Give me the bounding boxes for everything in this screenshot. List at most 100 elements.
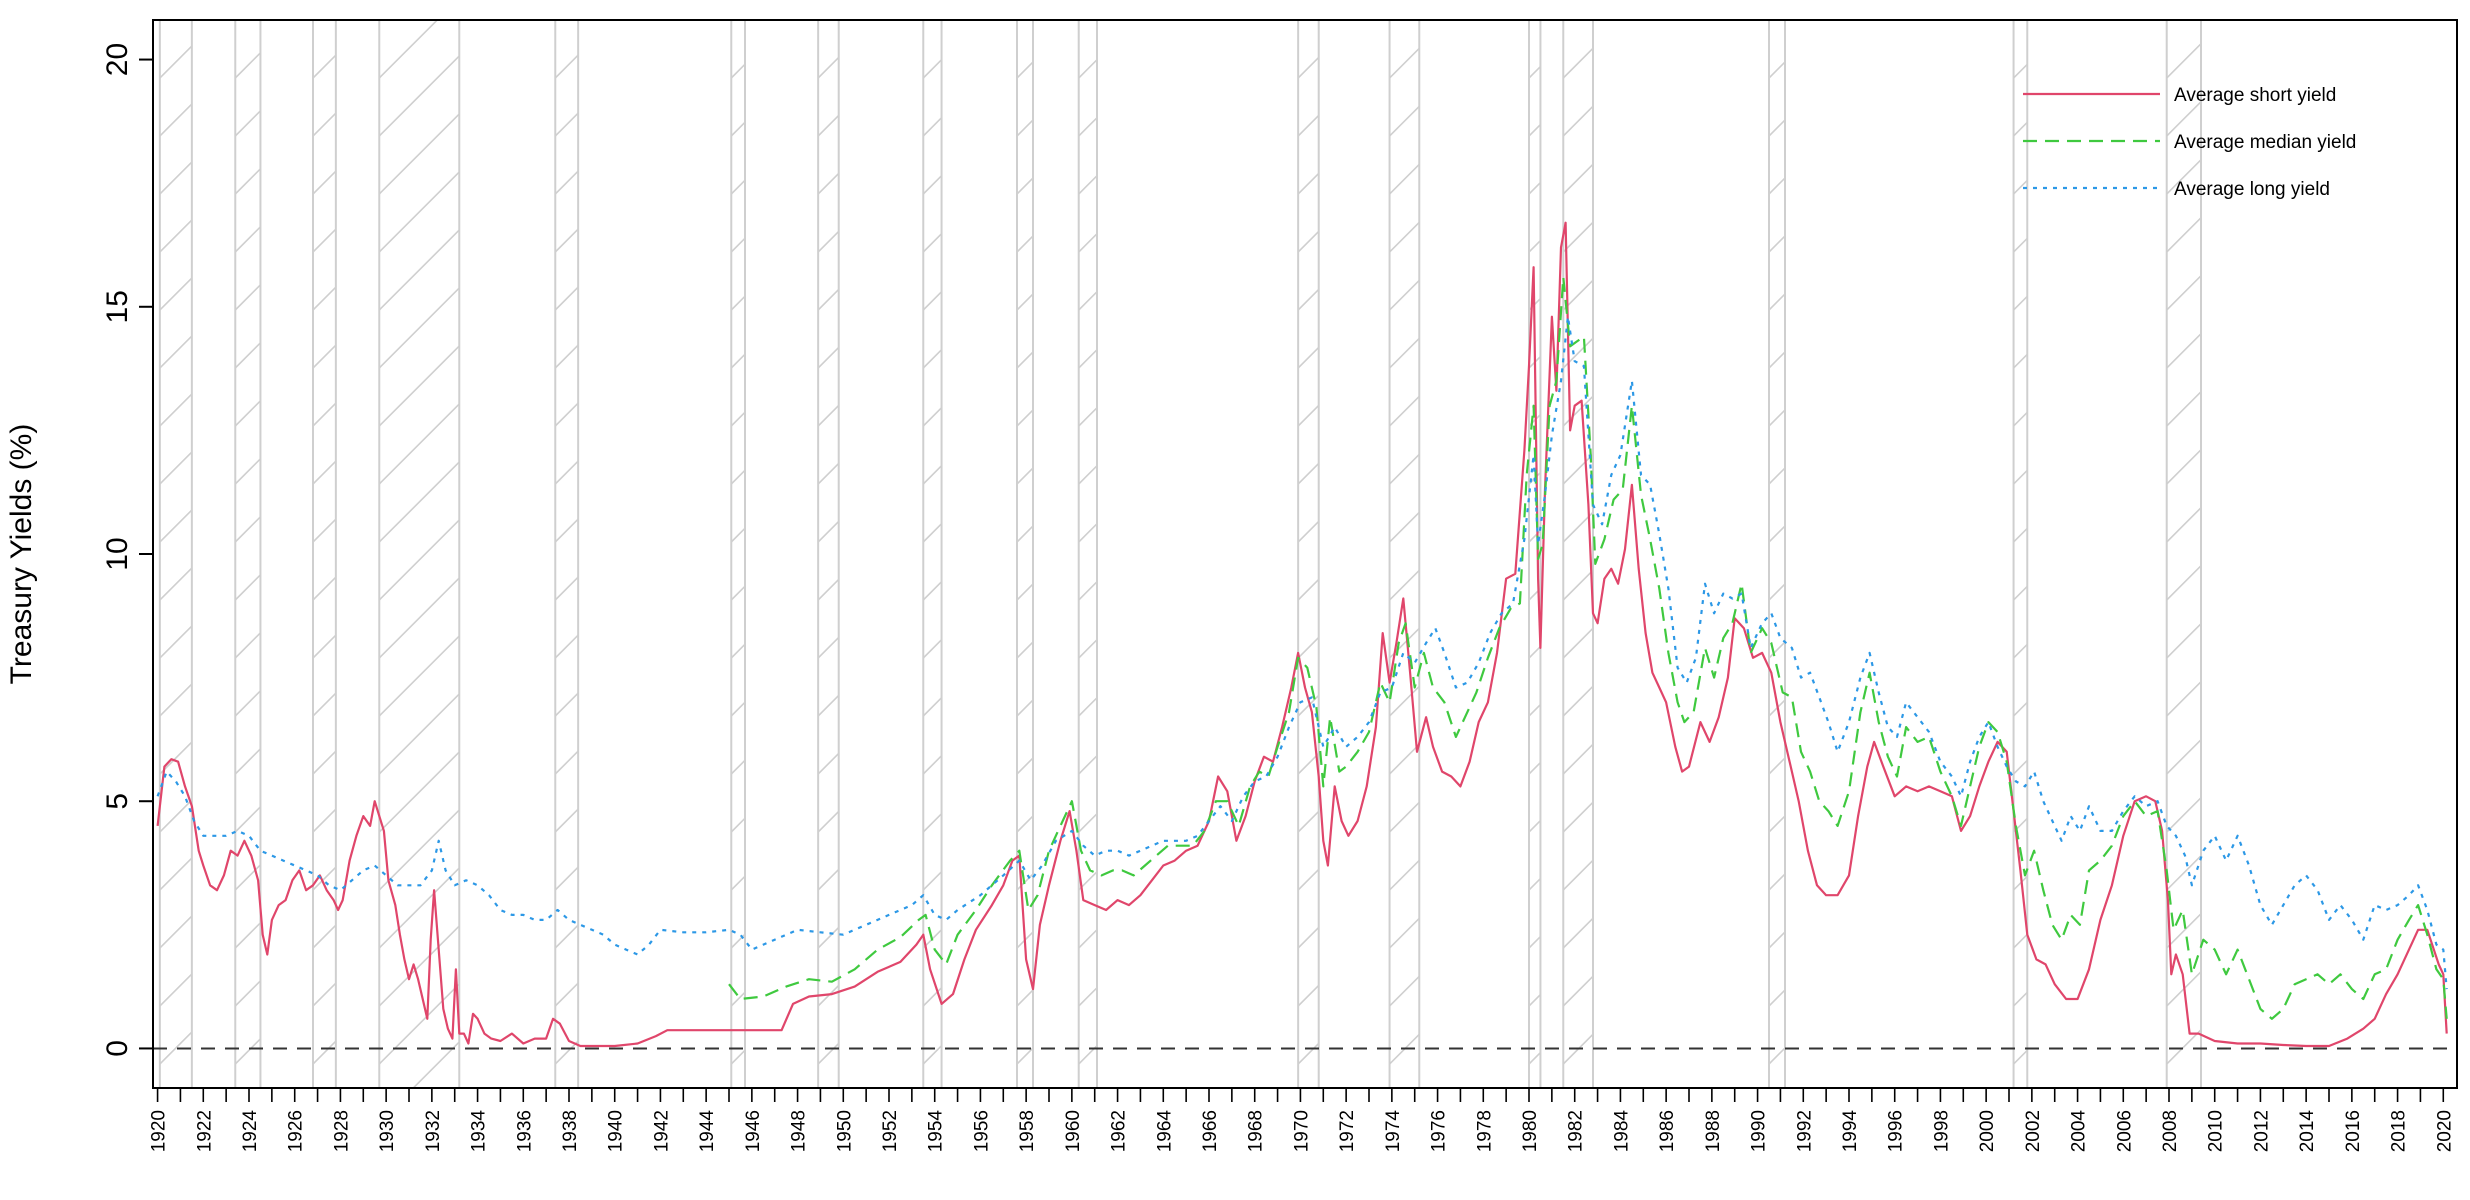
hatch-line <box>1563 569 1594 601</box>
hatch-line <box>923 722 1323 1122</box>
hatch-line <box>1389 221 1420 253</box>
hatch-line <box>1298 926 1319 949</box>
hatch-line <box>731 817 745 833</box>
hatch-line <box>731 295 745 311</box>
hatch-line <box>159 392 192 427</box>
hatch-line <box>159 740 192 775</box>
hatch-line <box>555 692 579 717</box>
hatch-line <box>1563 279 1594 311</box>
hatch-line <box>1563 20 1565 21</box>
hatch-line <box>1769 466 1785 485</box>
hatch-line <box>1563 163 1594 195</box>
hatch-line <box>555 20 557 21</box>
x-tick-label: 2018 <box>2389 1110 2410 1152</box>
hatch-line <box>313 460 336 485</box>
recession-hatch <box>1017 20 1033 1065</box>
hatch-line <box>2166 796 2202 833</box>
hatch-line <box>1563 337 1594 369</box>
hatch-line <box>1017 930 1033 949</box>
hatch-line <box>923 638 942 659</box>
x-tick-label: 1932 <box>423 1110 444 1152</box>
hatch-line <box>1563 1033 1594 1065</box>
hatch-line <box>159 508 192 543</box>
legend-label-short: Average short yield <box>2174 85 2336 106</box>
recession-band-9 <box>1016 20 1034 1088</box>
hatch-line <box>555 866 579 891</box>
hatch-line <box>1563 395 1594 427</box>
hatch-line <box>1769 756 1785 775</box>
hatch-line <box>2166 564 2202 601</box>
x-tick-label: 1992 <box>1794 1110 1815 1152</box>
x-tick-label: 1978 <box>1474 1110 1495 1152</box>
hatch-line <box>1769 60 1785 79</box>
hatch-line <box>313 692 336 717</box>
hatch-line <box>1563 743 1594 775</box>
x-tick-label: 1998 <box>1931 1110 1952 1152</box>
hatch-line <box>235 805 261 833</box>
x-tick-label: 1942 <box>651 1110 672 1152</box>
hatch-line <box>2013 1049 2028 1065</box>
y-axis: 0 5 10 15 20 <box>101 43 153 1057</box>
hatch-line <box>160 722 560 1122</box>
hatch-line <box>731 527 745 543</box>
x-tick-label: 2008 <box>2160 1110 2181 1152</box>
hatch-line <box>1769 176 1785 195</box>
hatch-line <box>1298 1042 1319 1065</box>
recession-hatch <box>313 20 336 1065</box>
hatch-line <box>1769 1046 1785 1065</box>
x-tick-label: 1988 <box>1703 1110 1724 1152</box>
hatch-line <box>731 585 745 601</box>
x-tick-label: 2016 <box>2343 1110 2364 1152</box>
hatch-line <box>1389 20 1391 21</box>
hatch-line <box>379 402 460 485</box>
x-tick-label: 1980 <box>1520 1110 1541 1152</box>
hatch-line <box>1563 221 1594 253</box>
hatch-line <box>2013 991 2028 1007</box>
hatch-line <box>313 518 336 543</box>
x-tick-label: 1964 <box>1154 1110 1175 1153</box>
hatch-line <box>2013 701 2028 717</box>
recession-band-3 <box>312 20 337 1088</box>
hatch-line <box>1769 20 1771 21</box>
hatch-line <box>1563 627 1594 659</box>
hatch-line <box>1769 930 1785 949</box>
x-tick-label: 2012 <box>2251 1110 2272 1152</box>
hatch-line <box>235 573 261 601</box>
hatch-line <box>2013 585 2028 601</box>
hatch-line <box>313 576 336 601</box>
hatch-line <box>379 808 460 891</box>
hatch-line <box>923 696 942 717</box>
hatch-line <box>731 411 745 427</box>
recession-band-6 <box>730 20 746 1088</box>
hatch-line <box>1017 582 1033 601</box>
hatch-line <box>1298 578 1319 601</box>
hatch-line <box>1017 640 1033 659</box>
y-tick-label: 15 <box>101 290 134 323</box>
hatch-line <box>2166 274 2202 311</box>
x-tick-label: 1990 <box>1749 1110 1770 1152</box>
hatch-line <box>1298 520 1319 543</box>
recession-band-12 <box>1388 20 1421 1088</box>
hatch-line <box>379 576 460 659</box>
hatch-line <box>235 457 261 485</box>
x-tick-label: 1960 <box>1063 1110 1084 1152</box>
recession-band-10 <box>1077 20 1098 1088</box>
hatch-line <box>731 701 745 717</box>
hatch-line <box>923 754 942 775</box>
hatch-line <box>1529 355 1541 369</box>
x-tick-label: 1968 <box>1246 1110 1267 1152</box>
hatch-line <box>379 750 460 833</box>
hatch-line <box>159 44 192 79</box>
x-tick-label: 1954 <box>926 1110 947 1153</box>
hatch-line <box>1769 722 2169 1122</box>
hatch-line <box>235 689 261 717</box>
x-tick-label: 1946 <box>743 1110 764 1152</box>
hatch-line <box>1017 524 1033 543</box>
recession-band-5 <box>554 20 580 1088</box>
hatch-line <box>235 167 261 195</box>
hatch-line <box>313 750 336 775</box>
hatch-line <box>1529 297 1541 311</box>
hatch-line <box>555 460 579 485</box>
hatch-line <box>1769 524 1785 543</box>
hatch-line <box>1017 698 1033 717</box>
